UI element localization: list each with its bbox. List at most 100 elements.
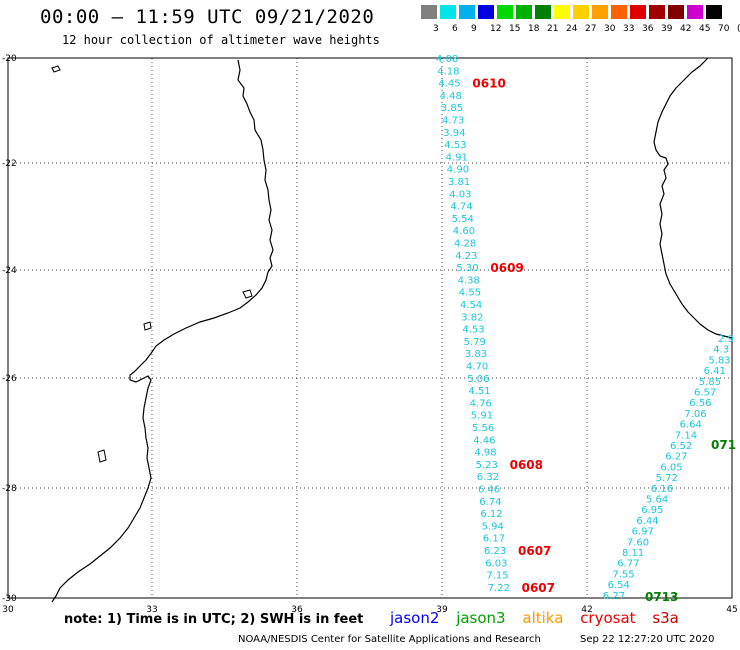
- color-swatch: [497, 5, 513, 19]
- credit-line: NOAA/NESDIS Center for Satellite Applica…: [238, 634, 541, 645]
- wave-height-label: 5.91: [471, 411, 493, 422]
- color-scale-label: 45: [699, 24, 711, 34]
- chart-subtitle: 12 hour collection of altimeter wave hei…: [62, 33, 380, 47]
- wave-height-label: 4.98: [474, 448, 496, 459]
- color-swatch: [611, 5, 627, 19]
- color-swatch: [478, 5, 494, 19]
- wave-height-label: 3.83: [465, 349, 487, 360]
- wave-height-label: 6.64: [680, 420, 702, 431]
- wave-height-label: 5.56: [472, 423, 494, 434]
- color-swatch: [573, 5, 589, 19]
- wave-height-label: 4.53: [444, 140, 466, 151]
- map-frame: [7, 57, 733, 599]
- wave-height-label: 4.70: [466, 362, 488, 373]
- legend-cryosat: cryosat: [580, 609, 636, 627]
- longitude-label: 36: [291, 605, 303, 615]
- wave-height-label: 6.03: [485, 558, 507, 569]
- color-swatch: [421, 5, 437, 19]
- wave-height-label: 3.94: [443, 128, 465, 139]
- coastline: [51, 57, 733, 603]
- latitude-label: -28: [2, 484, 17, 494]
- pass-time-label: 071: [711, 438, 736, 452]
- color-scale-label: 12: [490, 24, 502, 34]
- wave-height-label: 6.12: [480, 509, 502, 520]
- color-scale-label: 21: [547, 24, 559, 34]
- color-swatch: [459, 5, 475, 19]
- wave-height-label: 6.57: [694, 388, 716, 399]
- longitude-label: 42: [581, 605, 592, 615]
- color-scale-label: 33: [623, 24, 635, 34]
- wave-height-label: 6.77: [617, 559, 639, 570]
- wave-height-label: 8.11: [622, 548, 644, 559]
- color-swatch: [687, 5, 703, 19]
- latitude-label: -26: [2, 374, 17, 384]
- color-scale-label: 30: [604, 24, 616, 34]
- wave-height-label: 6.27: [665, 452, 687, 463]
- color-scale-label: 39: [661, 24, 673, 34]
- wave-height-label: 5.06: [467, 374, 489, 385]
- wave-height-label: 4.28: [454, 239, 476, 250]
- wave-height-label: 4.08: [436, 54, 458, 65]
- legend-jason3: jason3: [456, 609, 506, 627]
- pass-time-label: 0607: [518, 544, 551, 558]
- wave-height-label: 6.97: [632, 527, 654, 538]
- wave-height-label: 4.76: [470, 398, 492, 409]
- pass-time-label: 0608: [510, 458, 543, 472]
- wave-height-label: 4.3: [713, 345, 729, 356]
- latitude-label: -20: [2, 54, 17, 64]
- color-swatch: [668, 5, 684, 19]
- color-swatch: [706, 5, 722, 19]
- coastline-island-4: [97, 449, 107, 463]
- pass-time-label: 0713: [645, 590, 678, 604]
- wave-height-label: 6.46: [478, 485, 500, 496]
- wave-height-label: 5.79: [464, 337, 486, 348]
- wave-height-label: 2.9: [718, 334, 734, 345]
- wave-height-label: 6.41: [704, 366, 726, 377]
- wave-height-label: 6.95: [641, 505, 663, 516]
- wave-height-label: 4.90: [447, 165, 469, 176]
- wave-height-label: 6.44: [636, 516, 658, 527]
- coastline-island-1: [51, 65, 61, 73]
- wave-height-label: 5.83: [708, 355, 730, 366]
- wave-height-label: 7.15: [486, 571, 508, 582]
- color-scale-label: 27: [585, 24, 597, 34]
- color-swatch: [440, 5, 456, 19]
- wave-height-label: 5.64: [646, 495, 668, 506]
- wave-height-label: 6.52: [670, 441, 692, 452]
- color-scale-label: 70: [718, 24, 730, 34]
- pass-time-label: 0609: [490, 261, 523, 275]
- wave-height-label: 3.85: [441, 103, 463, 114]
- wave-height-label: 4.48: [440, 91, 462, 102]
- wave-height-label: 3.82: [461, 312, 483, 323]
- wave-height-label: 6.05: [660, 462, 682, 473]
- altimeter-track-east: 2.94.35.836.415.856.576.567.066.647.146.…: [603, 334, 736, 604]
- wave-height-label: 5.23: [476, 460, 498, 471]
- color-scale-label: (ft): [737, 24, 740, 34]
- legend-altika: altika: [522, 609, 564, 627]
- wave-height-label: 4.73: [442, 116, 464, 127]
- wave-height-label: 7.14: [675, 430, 697, 441]
- legend-s3a: s3a: [652, 609, 679, 627]
- latitude-label: -22: [2, 159, 17, 169]
- color-scale-label: 9: [471, 24, 477, 34]
- color-scale-label: 36: [642, 24, 654, 34]
- pass-time-label: 0610: [472, 77, 505, 91]
- latitude-label: -30: [2, 594, 17, 604]
- wave-height-label: 4.53: [462, 325, 484, 336]
- color-swatch: [554, 5, 570, 19]
- wave-height-label: 6.16: [651, 484, 673, 495]
- latitude-label: -24: [2, 266, 17, 276]
- wave-height-label: 6.74: [479, 497, 501, 508]
- wave-height-label: 7.60: [627, 537, 649, 548]
- color-scale-label: 3: [433, 24, 439, 34]
- color-swatch: [592, 5, 608, 19]
- wave-height-label: 4.45: [438, 79, 460, 90]
- wave-height-label: 6.54: [608, 580, 630, 591]
- wave-height-label: 5.85: [699, 377, 721, 388]
- wave-height-label: 4.55: [459, 288, 481, 299]
- color-scale-label: 18: [528, 24, 540, 34]
- coastline-madagascar: [653, 57, 733, 339]
- coastline-island-3: [143, 321, 152, 331]
- longitude-label: 39: [436, 605, 448, 615]
- wave-height-label: 4.54: [460, 300, 482, 311]
